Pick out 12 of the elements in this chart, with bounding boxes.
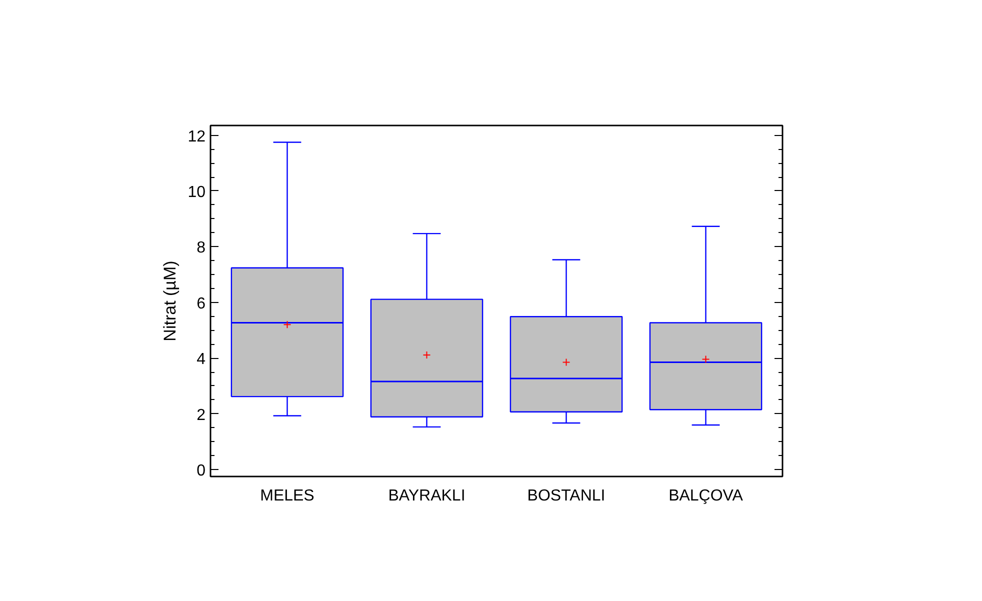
y-axis-title: Nitrat (µM) — [160, 260, 180, 342]
x-tick-label: BALÇOVA — [668, 488, 744, 504]
x-tick-label: MELES — [260, 488, 314, 504]
y-tick-label: 12 — [188, 128, 206, 146]
y-tick-label: 2 — [196, 406, 206, 424]
y-tick-label: 6 — [196, 295, 206, 312]
y-tick-label: 0 — [196, 462, 206, 480]
y-tick-label: 8 — [196, 240, 206, 257]
x-tick-label: BOSTANLI — [527, 488, 606, 504]
x-tick-label: BAYRAKLI — [388, 488, 466, 504]
y-tick-label: 4 — [196, 351, 206, 368]
y-tick-label: 10 — [188, 184, 206, 201]
